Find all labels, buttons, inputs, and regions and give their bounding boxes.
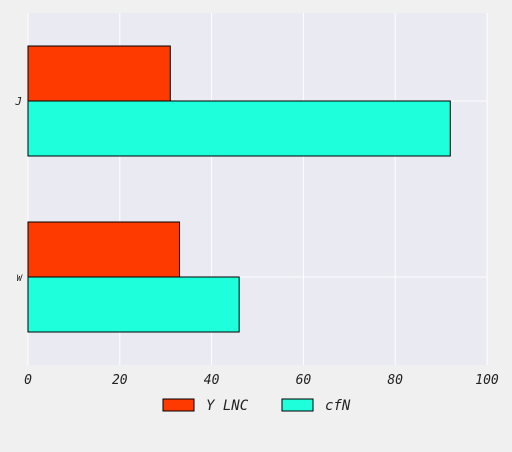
legend-label: cfN [325, 398, 351, 414]
x-tick-label: 40 [204, 373, 220, 388]
y-tick-label: W [17, 274, 24, 284]
legend-swatch [162, 398, 195, 412]
x-tick-label: 60 [296, 373, 312, 388]
x-tick-label: 20 [112, 373, 128, 388]
bar-cfn-j [27, 100, 451, 157]
legend-label: Y LNC [206, 398, 249, 414]
bar-cfn-w [27, 276, 240, 333]
bar-y-lnc-w [27, 221, 180, 278]
bar-y-lnc-j [27, 45, 171, 102]
x-tick-label: 80 [387, 373, 403, 388]
legend: Y LNC cfN [162, 398, 351, 414]
x-tick-label: 0 [24, 373, 32, 388]
x-tick-label: 100 [475, 373, 499, 388]
bars [27, 45, 451, 333]
axis-ticks: 0 20 40 60 80 100 J W [14, 95, 499, 388]
legend-swatch [281, 398, 314, 412]
y-tick-label: J [14, 95, 22, 108]
